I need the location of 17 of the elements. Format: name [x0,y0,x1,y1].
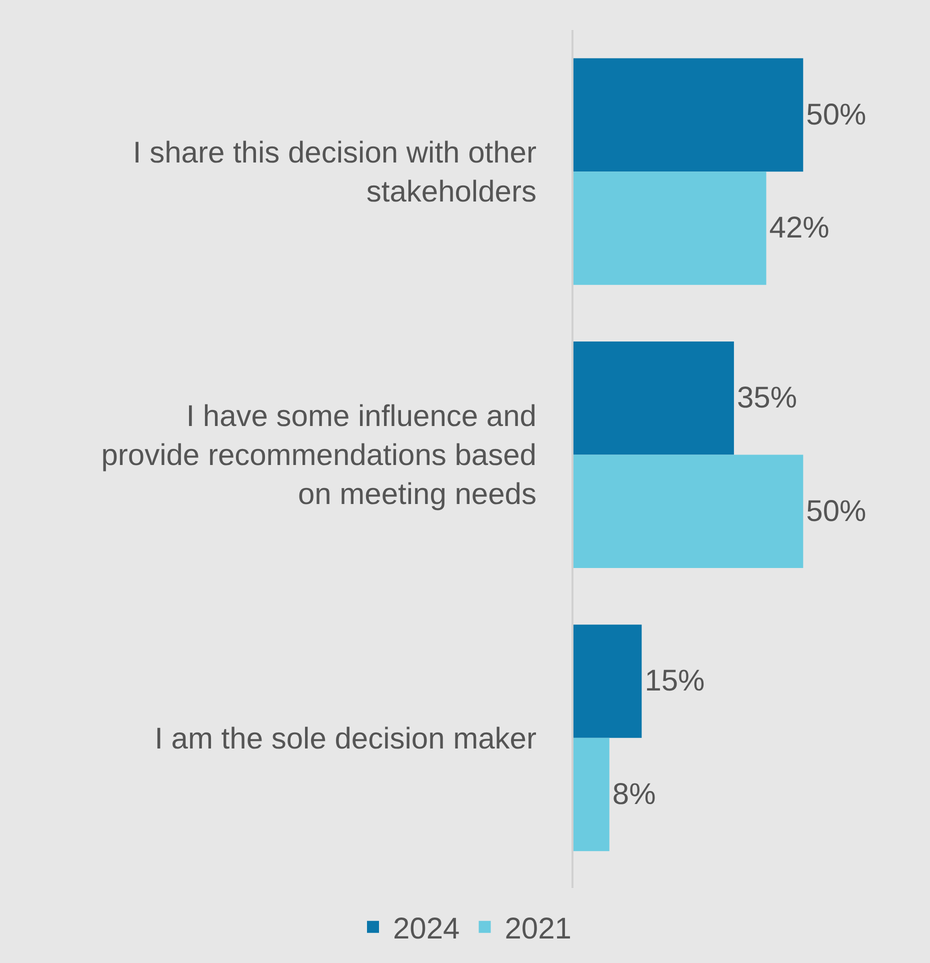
bar [572,738,610,852]
bar [572,454,804,568]
data-label: 8% [612,778,656,811]
bar [572,172,766,285]
data-label: 15% [644,664,705,698]
data-label: 42% [769,212,830,245]
data-label: 50% [806,494,866,528]
bar [572,341,734,455]
y-tick-label: I have some influence and provide recommendations based on meeting needs [101,400,536,512]
y-tick-label: I share this decision with other stakeholders [132,136,536,209]
data-label: 50% [806,98,866,132]
y-tick-label: I am the sole decision maker [154,722,536,756]
bar [572,58,804,172]
data-label: 35% [736,382,797,415]
legend-label: 2021 [504,912,572,946]
legend-label: 2024 [393,912,460,946]
bar [572,624,642,738]
